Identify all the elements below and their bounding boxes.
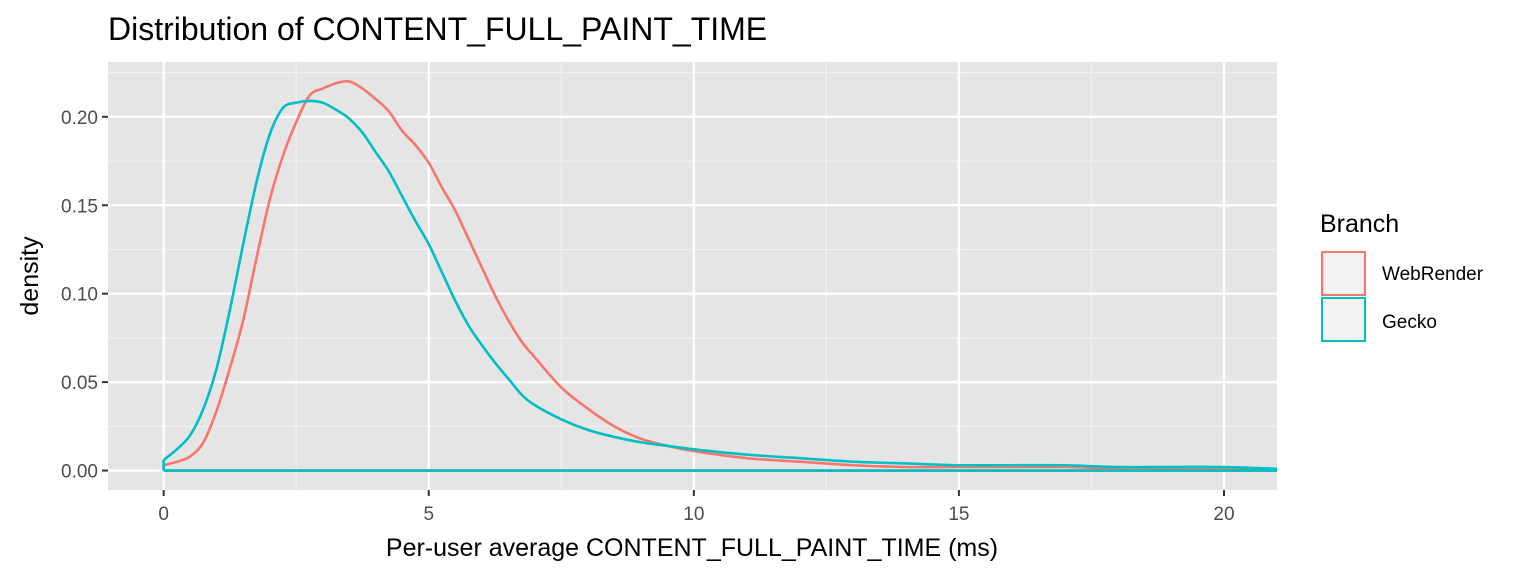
- y-tick-label: 0.10: [61, 285, 98, 306]
- legend-title: Branch: [1320, 210, 1399, 238]
- legend-item-gecko: Gecko: [1321, 297, 1437, 342]
- legend-item-webrender: WebRender: [1321, 251, 1484, 296]
- series-layer: [162, 79, 1277, 472]
- x-tick-label: 5: [423, 504, 434, 525]
- plot-panel: [108, 62, 1277, 490]
- minor-gridlines: [108, 62, 1277, 490]
- density-line-gecko: [162, 99, 1277, 471]
- legend: Branch WebRender Gecko: [1320, 210, 1484, 342]
- x-tick-label: 15: [948, 504, 969, 525]
- chart-title: Distribution of CONTENT_FULL_PAINT_TIME: [108, 11, 767, 47]
- y-tick-label: 0.15: [61, 196, 98, 217]
- x-axis: 0 5 10 15 20: [158, 490, 1235, 525]
- legend-key-webrender: [1321, 251, 1366, 296]
- x-axis-title: Per-user average CONTENT_FULL_PAINT_TIME…: [386, 534, 998, 562]
- y-axis-title: density: [16, 236, 44, 316]
- legend-key-gecko: [1321, 297, 1366, 342]
- x-tick-label: 20: [1213, 504, 1234, 525]
- legend-label-webrender: WebRender: [1382, 264, 1484, 285]
- x-tick-label: 0: [158, 504, 169, 525]
- x-tick-label: 10: [683, 504, 704, 525]
- y-tick-label: 0.05: [61, 373, 98, 394]
- y-tick-label: 0.00: [61, 462, 98, 483]
- density-line-webrender: [163, 79, 1277, 471]
- legend-label-gecko: Gecko: [1382, 312, 1437, 333]
- y-axis: 0.00 0.05 0.10 0.15 0.20: [61, 108, 108, 483]
- y-tick-label: 0.20: [61, 108, 98, 129]
